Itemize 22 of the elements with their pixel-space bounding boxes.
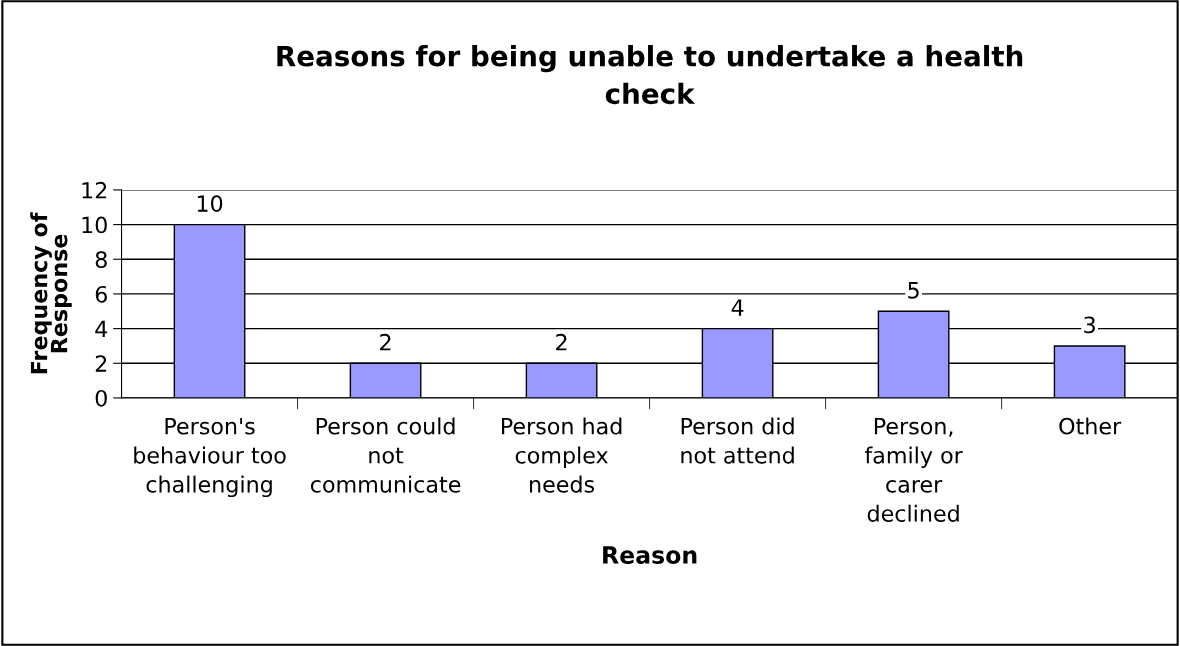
- y-tick-label: 10: [82, 216, 107, 234]
- y-tick-label: 2: [95, 355, 107, 372]
- x-tick-label: Person, family or carer declined: [864, 418, 963, 522]
- y-tick-label: 8: [95, 251, 107, 269]
- y-tick-label: 12: [82, 181, 107, 199]
- y-tick-label: 6: [95, 285, 107, 303]
- data-label: 3: [1084, 316, 1095, 334]
- data-label: 4: [731, 299, 744, 316]
- x-tick-label: Other: [1059, 417, 1122, 435]
- x-axis-title: Reason: [603, 546, 697, 564]
- x-tick-label: Person did not attend: [681, 417, 794, 464]
- x-tick-label: Person had complex needs: [502, 417, 622, 493]
- y-axis-title: Frequency of Response: [30, 212, 72, 374]
- x-tick-label: Person could not communicate: [310, 417, 461, 493]
- data-label: 2: [556, 333, 567, 351]
- data-label: 10: [197, 195, 223, 212]
- y-tick-label: 4: [95, 320, 108, 338]
- data-label: 2: [380, 333, 391, 351]
- chart-title: Reasons for being unable to undertake a health check: [277, 45, 1023, 105]
- data-label: 5: [908, 282, 919, 299]
- y-tick-label: 0: [95, 389, 107, 407]
- x-tick-label: Person's behaviour too challenging: [134, 418, 286, 498]
